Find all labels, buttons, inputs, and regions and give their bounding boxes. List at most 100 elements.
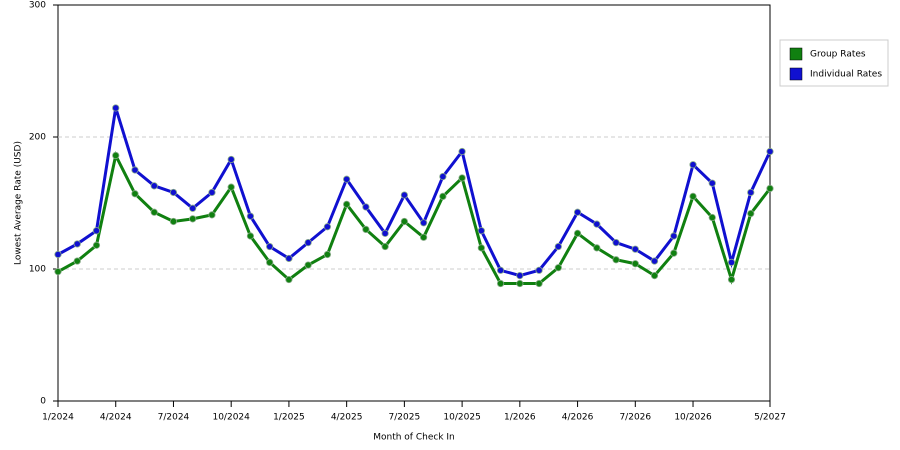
x-tick-label: 1/2024 bbox=[42, 413, 74, 423]
data-point bbox=[54, 268, 62, 276]
data-point bbox=[689, 192, 697, 200]
data-point bbox=[689, 161, 697, 169]
data-point bbox=[150, 182, 158, 190]
x-tick-label: 4/2025 bbox=[331, 413, 363, 423]
data-point bbox=[439, 192, 447, 200]
data-point bbox=[439, 173, 447, 181]
data-point bbox=[516, 279, 524, 288]
data-point bbox=[420, 233, 428, 241]
data-point bbox=[420, 219, 428, 227]
data-point bbox=[304, 239, 312, 247]
data-point bbox=[73, 240, 81, 248]
data-point bbox=[631, 245, 639, 253]
data-point bbox=[766, 147, 774, 156]
x-tick-label: 4/2024 bbox=[100, 413, 132, 423]
legend-swatch bbox=[789, 47, 803, 61]
data-point bbox=[650, 257, 659, 265]
x-tick-label: 10/2024 bbox=[212, 413, 250, 423]
data-point bbox=[650, 271, 659, 280]
plot-frame bbox=[57, 4, 771, 402]
data-point bbox=[496, 266, 505, 274]
data-point bbox=[285, 254, 293, 263]
data-point bbox=[189, 215, 197, 223]
x-tick-label: 1/2026 bbox=[504, 413, 536, 423]
x-tick-label: 7/2024 bbox=[158, 413, 190, 423]
data-point bbox=[766, 184, 774, 193]
x-tick-label: 7/2026 bbox=[619, 413, 651, 423]
legend-label: Individual Rates bbox=[810, 70, 882, 80]
data-point bbox=[612, 239, 620, 247]
data-point bbox=[208, 188, 216, 197]
data-point bbox=[169, 188, 178, 197]
legend-swatch bbox=[789, 67, 803, 81]
data-point bbox=[477, 227, 485, 235]
data-point bbox=[708, 179, 716, 187]
data-point bbox=[593, 220, 601, 228]
data-point bbox=[131, 166, 139, 174]
data-point bbox=[92, 227, 101, 235]
data-point bbox=[727, 258, 736, 266]
y-tick-label: 300 bbox=[29, 1, 46, 11]
y-tick-label: 200 bbox=[29, 133, 46, 143]
data-point bbox=[381, 242, 389, 251]
data-point bbox=[323, 223, 332, 231]
data-point bbox=[227, 183, 235, 191]
y-axis-label: Lowest Average Rate (USD) bbox=[14, 141, 24, 265]
x-tick-label: 10/2026 bbox=[674, 413, 712, 423]
data-point bbox=[727, 275, 736, 284]
data-point bbox=[593, 244, 601, 252]
data-point bbox=[169, 217, 178, 226]
data-point bbox=[73, 257, 81, 265]
legend-label: Group Rates bbox=[810, 50, 866, 60]
data-point bbox=[516, 271, 524, 280]
x-tick-label: 1/2025 bbox=[273, 413, 305, 423]
y-tick-label: 100 bbox=[29, 265, 46, 275]
data-point bbox=[343, 175, 351, 183]
data-point bbox=[573, 229, 582, 237]
data-point bbox=[189, 204, 197, 212]
data-point bbox=[573, 208, 582, 216]
y-tick-label: 0 bbox=[40, 397, 46, 407]
data-point bbox=[323, 250, 332, 259]
data-point bbox=[112, 104, 120, 112]
data-point bbox=[285, 275, 293, 284]
data-point bbox=[631, 260, 639, 268]
data-point bbox=[554, 264, 562, 272]
data-point bbox=[54, 250, 62, 259]
x-tick-label: 7/2025 bbox=[389, 413, 421, 423]
data-point bbox=[150, 208, 158, 216]
data-point bbox=[400, 217, 408, 226]
x-tick-label: 5/2027 bbox=[754, 413, 786, 423]
data-point bbox=[266, 258, 274, 266]
data-point bbox=[535, 279, 543, 288]
data-point bbox=[131, 190, 139, 198]
data-point bbox=[747, 188, 755, 197]
data-point bbox=[458, 147, 466, 156]
data-point bbox=[92, 241, 101, 249]
data-point bbox=[112, 151, 120, 160]
data-point bbox=[343, 200, 351, 208]
data-point bbox=[535, 266, 543, 274]
data-point bbox=[554, 242, 562, 251]
data-point bbox=[246, 232, 255, 240]
data-point bbox=[208, 211, 216, 219]
data-point bbox=[362, 225, 370, 233]
data-point bbox=[381, 229, 389, 237]
data-point bbox=[670, 249, 678, 257]
data-point bbox=[747, 209, 755, 218]
data-point bbox=[458, 174, 466, 182]
data-point bbox=[246, 212, 255, 220]
data-point bbox=[227, 155, 235, 164]
x-tick-label: 10/2025 bbox=[443, 413, 480, 423]
x-axis-label: Month of Check In bbox=[373, 433, 455, 443]
data-point bbox=[496, 279, 505, 288]
x-tick-label: 4/2026 bbox=[562, 413, 594, 423]
data-point bbox=[670, 232, 678, 240]
data-point bbox=[266, 242, 274, 251]
data-point bbox=[612, 256, 620, 264]
series-line bbox=[57, 150, 772, 286]
data-point bbox=[477, 244, 485, 252]
series-line bbox=[57, 107, 772, 278]
data-point bbox=[400, 191, 408, 199]
